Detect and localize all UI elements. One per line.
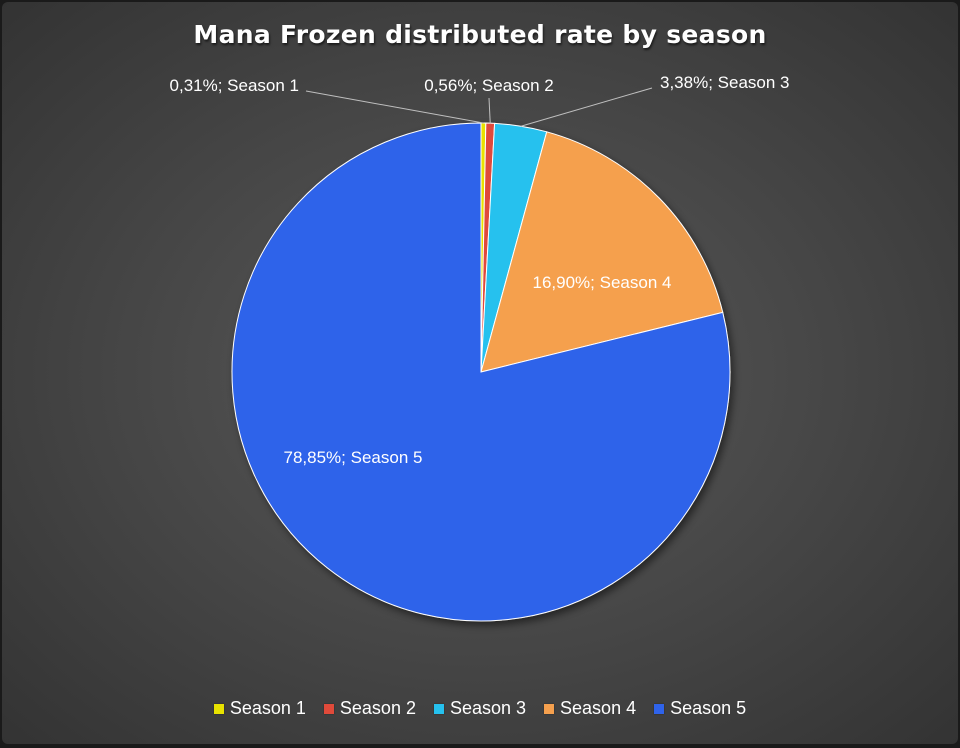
legend-swatch-season-3: [433, 703, 444, 714]
legend-swatch-season-4: [544, 703, 555, 714]
data-label-season-5: 78,85%; Season 5: [284, 448, 423, 467]
leader-line-season-2: [488, 97, 491, 124]
data-label-season-2: 0,56%; Season 2: [424, 76, 553, 95]
chart-legend: Season 1 Season 2 Season 3 Season 4 Season 5: [2, 698, 958, 719]
legend-swatch-season-2: [323, 703, 334, 714]
pie-slice-season-4: [480, 131, 724, 373]
legend-item-season-1: Season 1: [213, 698, 306, 719]
legend-label-season-2: Season 2: [339, 698, 416, 718]
data-label-season-1: 0,31%; Season 1: [170, 76, 299, 95]
leader-line-season-3: [520, 87, 653, 127]
legend-label-season-3: Season 3: [449, 698, 527, 718]
data-label-season-3: 3,38%; Season 3: [660, 73, 789, 92]
chart-title: Mana Frozen distributed rate by season: [193, 20, 767, 49]
legend-swatch-season-5: [654, 703, 665, 714]
legend-item-season-2: Season 2: [323, 698, 416, 719]
leader-line-season-1: [305, 90, 484, 124]
legend-label-season-4: Season 4: [560, 698, 637, 718]
legend-label-season-1: Season 1: [229, 698, 306, 718]
legend-item-season-5: Season 5: [654, 698, 746, 719]
legend-item-season-4: Season 4: [544, 698, 636, 719]
legend-label-season-5: Season 5: [670, 698, 747, 718]
data-label-season-4: 16,90%; Season 4: [533, 273, 672, 292]
legend-item-season-3: Season 3: [433, 698, 527, 719]
pie-slice-season-5: [231, 122, 731, 622]
legend-swatch-season-1: [213, 703, 224, 714]
